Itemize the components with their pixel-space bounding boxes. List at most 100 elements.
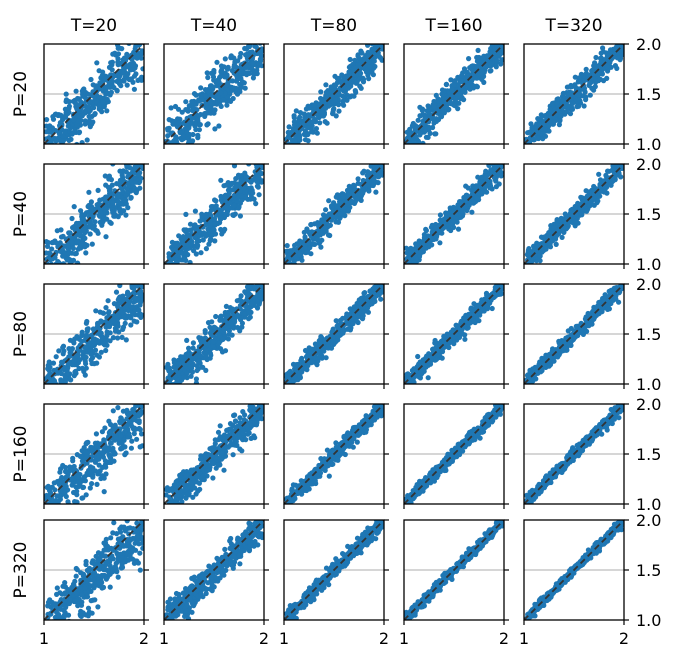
point [98, 349, 104, 355]
point [51, 367, 57, 373]
point [431, 103, 437, 109]
point [256, 60, 262, 67]
point [253, 34, 258, 39]
point [175, 116, 181, 122]
point [584, 208, 590, 214]
point [583, 66, 589, 72]
point [458, 208, 464, 214]
point [552, 236, 559, 242]
point [469, 209, 475, 215]
points-r0-c2 [284, 33, 384, 144]
point [175, 120, 181, 126]
point [84, 326, 90, 332]
point [236, 204, 242, 210]
point [469, 63, 475, 69]
point [167, 271, 172, 276]
point [258, 32, 263, 37]
point [241, 156, 246, 161]
point [88, 76, 94, 83]
point [252, 68, 258, 74]
point [433, 225, 439, 231]
point [60, 345, 66, 351]
point [325, 232, 332, 238]
point [115, 335, 121, 341]
point [198, 93, 204, 99]
point [70, 245, 76, 251]
point [253, 201, 259, 207]
point [318, 95, 324, 102]
point [593, 54, 599, 61]
point [85, 91, 91, 97]
point [470, 82, 476, 88]
point [96, 68, 102, 74]
point [252, 44, 258, 49]
point [82, 358, 88, 364]
point [44, 169, 49, 174]
point [301, 111, 307, 117]
identity-reference-line [164, 44, 264, 144]
point [222, 56, 228, 62]
point [191, 144, 196, 149]
point [476, 54, 482, 61]
point [439, 230, 445, 236]
point [371, 33, 376, 38]
point [105, 184, 111, 190]
point [606, 168, 612, 174]
point [573, 205, 579, 211]
point [115, 59, 121, 65]
point [49, 393, 54, 398]
point [169, 270, 174, 275]
point [234, 91, 241, 97]
point [171, 275, 176, 280]
point [140, 296, 144, 302]
point [130, 290, 136, 296]
point [58, 370, 64, 377]
point [579, 212, 585, 218]
point [120, 168, 126, 174]
identity-reference-line [524, 164, 624, 264]
point [128, 304, 134, 310]
point [318, 244, 324, 250]
point [46, 156, 51, 161]
point [178, 250, 184, 256]
point [296, 116, 302, 122]
point [620, 153, 625, 158]
point [104, 96, 110, 102]
point [436, 98, 442, 104]
point [69, 215, 75, 222]
point [449, 86, 455, 92]
point [139, 292, 144, 298]
point [108, 89, 114, 95]
point [373, 189, 379, 195]
point [122, 197, 128, 203]
point [103, 305, 109, 311]
point [81, 227, 87, 234]
point [44, 117, 50, 123]
point [425, 109, 432, 115]
point [618, 154, 623, 159]
point [370, 159, 375, 164]
point [64, 269, 69, 274]
point [46, 391, 51, 396]
point [558, 113, 564, 119]
point [44, 387, 49, 392]
point [167, 148, 172, 153]
point [448, 222, 454, 228]
point [590, 67, 596, 73]
point [79, 329, 85, 335]
point [245, 51, 251, 57]
point [48, 395, 53, 400]
point [86, 113, 92, 120]
point [528, 121, 534, 127]
point [131, 154, 136, 159]
point [115, 198, 121, 205]
panel-r0-c0 [43, 43, 149, 174]
point [53, 354, 59, 360]
point [165, 126, 171, 132]
points-r0-c1 [164, 32, 264, 153]
point [340, 98, 346, 104]
point [358, 70, 364, 76]
point [140, 278, 145, 283]
point [47, 277, 52, 282]
point [218, 216, 224, 222]
